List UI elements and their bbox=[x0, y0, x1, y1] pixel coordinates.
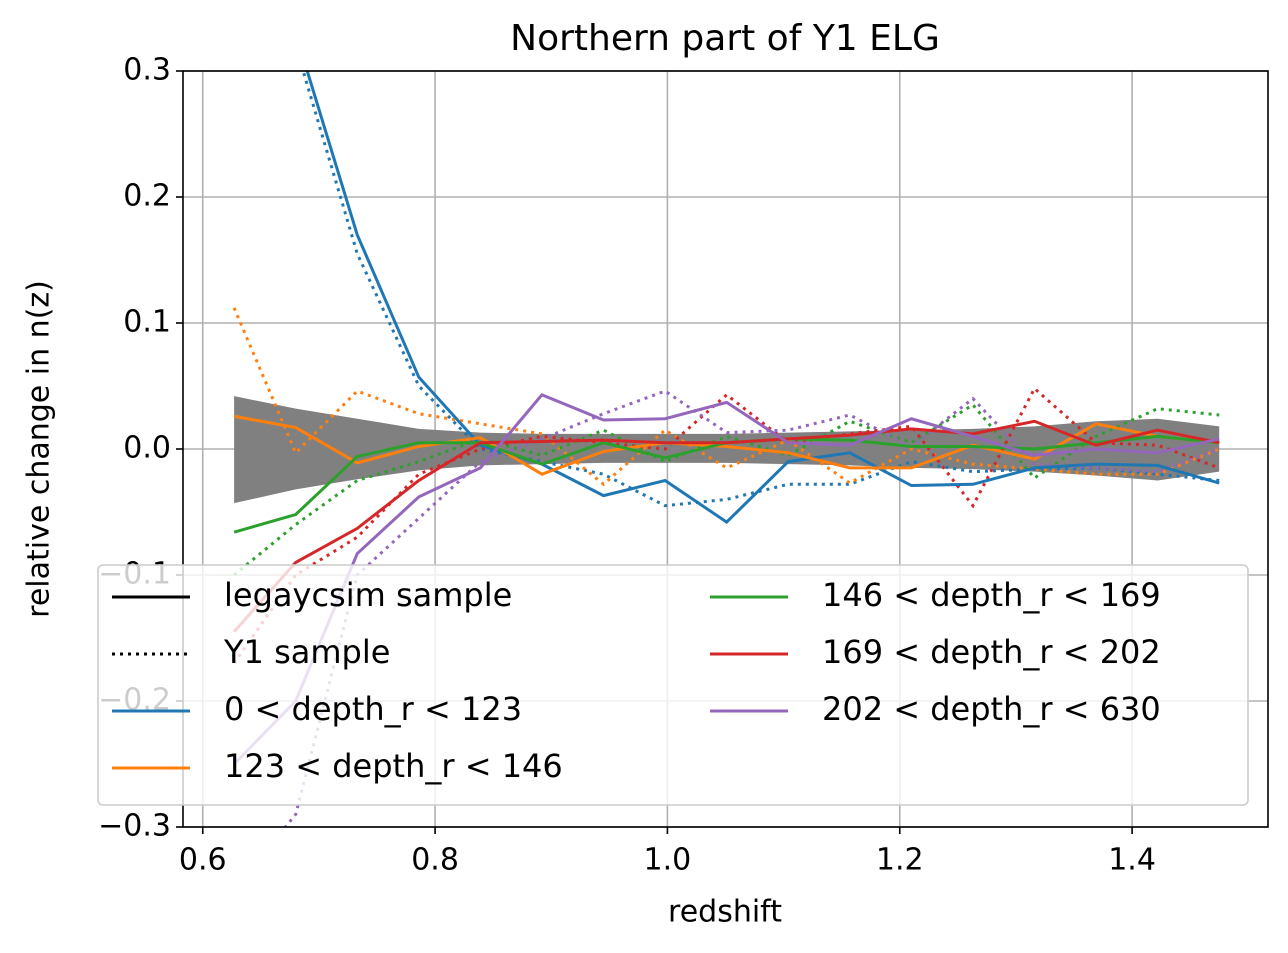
x-tick-label: 1.2 bbox=[876, 843, 924, 878]
y1-line bbox=[283, 389, 1220, 827]
legacysim-line bbox=[305, 71, 1220, 525]
y-tick-label: 0.3 bbox=[123, 53, 171, 88]
y-tick-label: −0.3 bbox=[98, 809, 171, 844]
legend-label: 123 < depth_r < 146 bbox=[224, 747, 563, 785]
legend-label: 202 < depth_r < 630 bbox=[822, 690, 1161, 728]
legacysim-line bbox=[232, 419, 1220, 633]
legacysim-line bbox=[233, 393, 1220, 766]
y-axis-label: relative change in n(z) bbox=[22, 280, 57, 618]
legend-label: Y1 sample bbox=[223, 633, 390, 671]
legend-label: 0 < depth_r < 123 bbox=[224, 690, 522, 728]
legend-label: 146 < depth_r < 169 bbox=[822, 576, 1161, 614]
x-tick-label: 1.0 bbox=[644, 843, 692, 878]
legend-box bbox=[97, 564, 1249, 806]
y-tick-label: 0.1 bbox=[123, 305, 171, 340]
chart-title: Northern part of Y1 ELG bbox=[510, 18, 940, 59]
legend-label: 169 < depth_r < 202 bbox=[822, 633, 1161, 671]
legend: legaycsim sample Y1 sample 0 < depth_r < 1… bbox=[97, 564, 1249, 806]
x-tick-label: 0.8 bbox=[411, 843, 459, 878]
x-tick-label: 1.4 bbox=[1108, 843, 1156, 878]
error-band bbox=[234, 396, 1220, 504]
y1-line bbox=[232, 307, 1220, 487]
x-axis-label: redshift bbox=[668, 895, 782, 930]
x-tick-label: 0.6 bbox=[179, 843, 227, 878]
y-tick-label: 0.0 bbox=[123, 431, 171, 466]
y1-line bbox=[232, 386, 1220, 665]
y-tick-label: 0.2 bbox=[123, 179, 171, 214]
legend-label: legaycsim sample bbox=[224, 576, 512, 614]
plot-area bbox=[232, 71, 1220, 827]
